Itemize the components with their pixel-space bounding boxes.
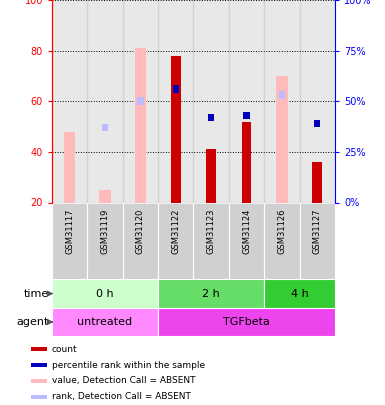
Bar — [135, 48, 146, 202]
Text: GSM31117: GSM31117 — [65, 209, 74, 254]
Bar — [276, 76, 288, 202]
Bar — [172, 85, 179, 93]
Bar — [300, 0, 335, 202]
Bar — [31, 395, 47, 399]
Text: TGFbeta: TGFbeta — [223, 317, 270, 327]
Text: agent: agent — [17, 317, 49, 327]
Bar — [171, 56, 181, 202]
Bar — [87, 0, 123, 202]
Text: value, Detection Call = ABSENT: value, Detection Call = ABSENT — [52, 376, 195, 386]
Bar — [31, 363, 47, 367]
Bar — [193, 0, 229, 202]
Text: GSM31123: GSM31123 — [207, 209, 216, 254]
Text: GSM31119: GSM31119 — [100, 209, 110, 254]
Bar — [229, 0, 264, 202]
Bar — [264, 279, 335, 308]
Bar — [64, 132, 75, 202]
Text: GSM31120: GSM31120 — [136, 209, 145, 254]
Text: 2 h: 2 h — [202, 289, 220, 298]
Bar — [206, 149, 216, 202]
Bar — [52, 279, 158, 308]
Bar — [31, 347, 47, 351]
Text: untreated: untreated — [77, 317, 132, 327]
Bar — [99, 190, 111, 202]
Text: count: count — [52, 345, 77, 354]
Text: rank, Detection Call = ABSENT: rank, Detection Call = ABSENT — [52, 392, 191, 401]
Text: GSM31124: GSM31124 — [242, 209, 251, 254]
Text: GSM31127: GSM31127 — [313, 209, 322, 254]
Bar — [241, 122, 251, 202]
Bar — [158, 308, 335, 336]
Text: GSM31122: GSM31122 — [171, 209, 180, 254]
Text: time: time — [24, 289, 49, 298]
Bar — [52, 0, 87, 202]
Text: 4 h: 4 h — [291, 289, 308, 298]
Bar — [314, 120, 320, 127]
Bar — [158, 279, 264, 308]
Bar — [52, 308, 158, 336]
Text: percentile rank within the sample: percentile rank within the sample — [52, 360, 205, 370]
Bar — [158, 0, 193, 202]
Text: GSM31126: GSM31126 — [277, 209, 286, 254]
Bar — [102, 124, 108, 131]
Bar — [243, 112, 250, 119]
Bar — [123, 0, 158, 202]
Bar — [312, 162, 322, 202]
Text: 0 h: 0 h — [96, 289, 114, 298]
Bar — [279, 92, 285, 99]
Bar — [137, 98, 144, 105]
Bar — [264, 0, 300, 202]
Bar — [31, 379, 47, 383]
Bar — [208, 114, 214, 121]
